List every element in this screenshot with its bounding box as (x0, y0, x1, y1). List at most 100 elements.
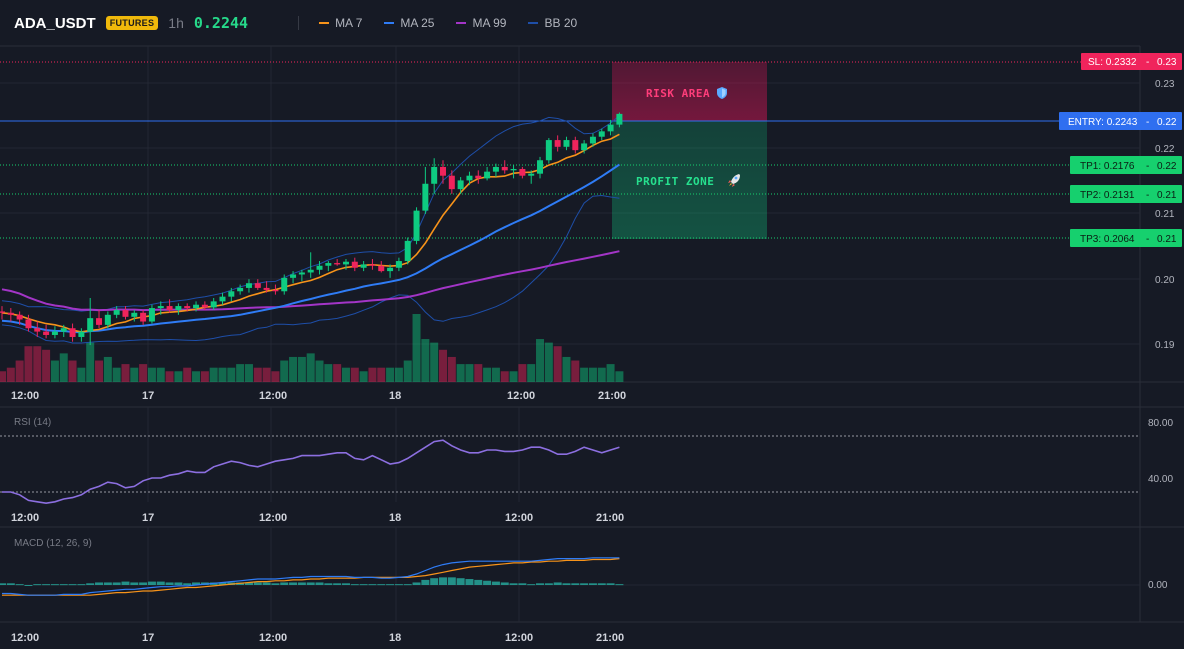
volume-bar (139, 364, 148, 382)
volume-bar (491, 367, 500, 382)
rsi-title: RSI (14) (14, 417, 51, 428)
legend-ma99[interactable]: MA 99 (456, 16, 506, 30)
macd-histogram-bar (147, 581, 156, 585)
macd-histogram-bar (59, 584, 68, 586)
macd-histogram-bar (324, 583, 333, 585)
tp1-tag-axis: 0.22 (1157, 161, 1177, 172)
volume-bar (6, 367, 15, 382)
tp2-tag[interactable]: TP2: 0.2131 0.21 - (1070, 185, 1182, 203)
macd-histogram-bar (403, 584, 412, 586)
macd-histogram-bar (15, 584, 24, 586)
candle-body (360, 264, 367, 268)
candle-body (104, 314, 111, 325)
macd-histogram-bar (68, 584, 77, 586)
rsi-tick: 40.00 (1148, 474, 1173, 485)
volume-bar (483, 367, 492, 382)
volume-bar (430, 342, 439, 382)
tp2-tag-axis: 0.21 (1157, 190, 1177, 201)
candle-body (237, 287, 244, 292)
candle-body (440, 166, 446, 176)
time-tick: 12:00 (11, 512, 39, 524)
rsi-panel[interactable] (2, 439, 620, 505)
volume-bar (456, 364, 465, 382)
candle-body (245, 283, 252, 288)
legend-ma25[interactable]: MA 25 (384, 16, 434, 30)
tp1-tag[interactable]: TP1: 0.2176 0.22 - (1070, 156, 1182, 174)
volume-bar (24, 346, 33, 382)
macd-histogram-bar (368, 584, 377, 586)
time-tick: 12:00 (507, 390, 535, 402)
volume-bars (0, 314, 624, 382)
candle-body (598, 131, 605, 137)
volume-bar (465, 364, 474, 382)
volume-bar (509, 371, 518, 382)
volume-bar (421, 339, 430, 382)
profit-zone-box (612, 121, 767, 239)
candle-body (175, 306, 182, 311)
tp3-tag[interactable]: TP3: 0.2064 0.21 - (1070, 229, 1182, 247)
candle-body (157, 306, 164, 309)
sl-tag-label: SL: 0.2332 (1088, 57, 1137, 68)
time-axis-rsi[interactable]: 12:00 17 12:00 18 12:00 21:00 (11, 512, 624, 524)
ma25-swatch-icon (384, 22, 395, 24)
price-tick: 0.19 (1155, 340, 1175, 351)
candle-body (0, 311, 5, 313)
time-tick: 18 (389, 512, 401, 524)
macd-histogram-bar (289, 582, 298, 585)
time-axis-main[interactable]: 12:00 17 12:00 18 12:00 21:00 (11, 390, 626, 402)
candle-body (351, 261, 358, 268)
chart-grid (0, 45, 1184, 623)
volume-bar (33, 346, 42, 382)
macd-histogram-bar (121, 581, 130, 585)
macd-histogram-bar (262, 582, 271, 585)
candlesticks[interactable] (0, 112, 623, 346)
time-tick: 21:00 (596, 632, 624, 644)
candle-body (148, 308, 155, 322)
symbol-label[interactable]: ADA_USDT (14, 14, 96, 32)
profit-zone[interactable]: PROFIT ZONE (612, 121, 767, 239)
macd-histogram-bar (439, 577, 447, 585)
macd-histogram-bar (456, 578, 465, 585)
volume-bar (95, 360, 104, 382)
legend-ma7[interactable]: MA 7 (319, 16, 362, 30)
time-tick: 18 (389, 390, 401, 402)
volume-bar (359, 371, 368, 382)
sl-tag-dash: - (1146, 57, 1149, 68)
macd-panel[interactable] (0, 557, 624, 596)
candle-body (87, 318, 94, 332)
price-tick: 0.23 (1155, 79, 1175, 90)
legend-bb20[interactable]: BB 20 (528, 16, 577, 30)
macd-signal-line (2, 558, 620, 596)
volume-bar (324, 364, 333, 382)
volume-bar (0, 371, 6, 382)
candle-body (369, 264, 376, 266)
candle-body (342, 261, 349, 265)
risk-area-label: RISK AREA (646, 87, 710, 100)
candle-body (272, 289, 279, 292)
sl-tag[interactable]: SL: 0.2332 0.23 - (1081, 53, 1182, 70)
candle-body (298, 272, 305, 275)
macd-histogram-bar (465, 579, 474, 585)
price-axis[interactable]: 0.23 0.22 0.21 0.20 0.19 (1155, 79, 1175, 351)
volume-bar (121, 364, 130, 382)
time-axis-macd[interactable]: 12:00 17 12:00 18 12:00 21:00 (11, 632, 624, 644)
macd-histogram-bar (33, 584, 42, 586)
timeframe-label[interactable]: 1h (168, 15, 184, 31)
candle-body (510, 168, 517, 171)
risk-zone[interactable]: RISK AREA (612, 62, 767, 121)
risk-zone-box (612, 62, 767, 121)
volume-bar (377, 367, 386, 382)
candle-body (457, 180, 464, 190)
volume-bar (527, 364, 536, 382)
volume-bar (15, 360, 24, 382)
macd-line (2, 557, 620, 596)
candle-body (210, 301, 217, 308)
candle-body (545, 140, 552, 161)
macd-histogram-bar (588, 583, 597, 585)
macd-histogram-bar (174, 582, 183, 585)
entry-tag[interactable]: ENTRY: 0.2243 0.22 - (1059, 112, 1182, 130)
volume-bar (165, 371, 174, 382)
volume-bar (447, 356, 456, 382)
candle-body (519, 168, 526, 176)
